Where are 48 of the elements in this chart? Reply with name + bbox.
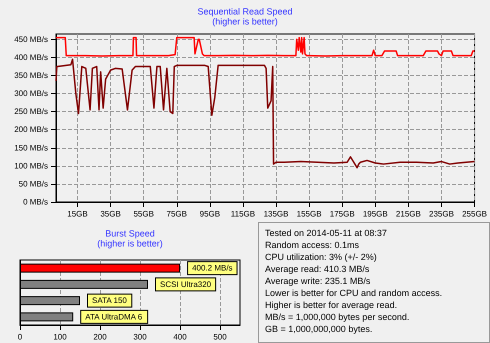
y-tick-label: SCSI Ultra320 [160,280,212,289]
text: Higher is better for average read. [265,299,398,311]
y-tick-label: 50 MB/s [18,179,48,188]
y-tick-label: 0 MB/s [23,198,48,206]
text: Tested on 2014-05-11 at 08:37 [265,227,388,239]
x-tick-label: 195GB [362,210,388,218]
y-tick-label: 350 MB/s [14,71,48,80]
y-tick-label: 100 MB/s [14,161,48,170]
x-tick-label: 175GB [330,210,355,218]
x-tick-label: 400 [173,332,188,342]
y-tick-label: ATA UltraDMA 6 [85,312,143,322]
x-tick-label: 200 [93,332,108,342]
y-tick-label: 200 MB/s [14,125,48,134]
text: Lower is better for CPU and random access. [265,287,444,299]
text: Random access: 0.1ms [265,239,360,251]
x-tick-label: 115GB [230,210,256,218]
x-tick-label: 300 [133,332,148,342]
x-tick-label: 75GB [166,210,187,218]
text: MB/s = 1,000,000 bytes per second. [265,311,410,323]
y-tick-label: SATA 150 [92,296,128,306]
x-tick-label: 0 [18,332,23,342]
x-tick-label: 215GB [396,210,421,218]
x-tick-label: 15GB [67,210,88,218]
data-label: 400.2 MB/s [192,264,233,273]
line-series [55,58,476,168]
text: GB = 1,000,000,000 bytes. [265,323,374,335]
x-tick-label: 235GB [429,210,454,218]
chart-subtitle: (higher is better) [97,238,163,248]
text: CPU utilization: 3% (+/- 2%) [265,251,378,263]
chart-title: Burst Speed [105,228,155,238]
y-tick-label: 400 MB/s [14,52,48,62]
y-tick-label: 250 MB/s [14,107,48,116]
chart-subtitle: (higher is better) [212,16,278,26]
x-tick-label: 500 [213,332,228,342]
text: Average read: 410.3 MB/s [265,263,370,275]
text: Average write: 235.1 MB/s [265,275,372,287]
x-tick-label: 100 [53,332,68,342]
x-tick-label: 135GB [264,210,288,218]
x-tick-label: 255GB [462,210,487,218]
x-tick-label: 35GB [100,210,121,218]
chart-title: Sequential Read Speed [197,6,293,16]
x-tick-label: 95GB [200,210,220,218]
y-tick-label: 450 MB/s [14,34,48,44]
line-series [55,36,476,57]
y-tick-label: 150 MB/s [14,143,48,152]
x-tick-label: 155GB [296,210,322,218]
x-tick-label: 55GB [133,210,154,218]
y-tick-label: 300 MB/s [14,89,48,98]
